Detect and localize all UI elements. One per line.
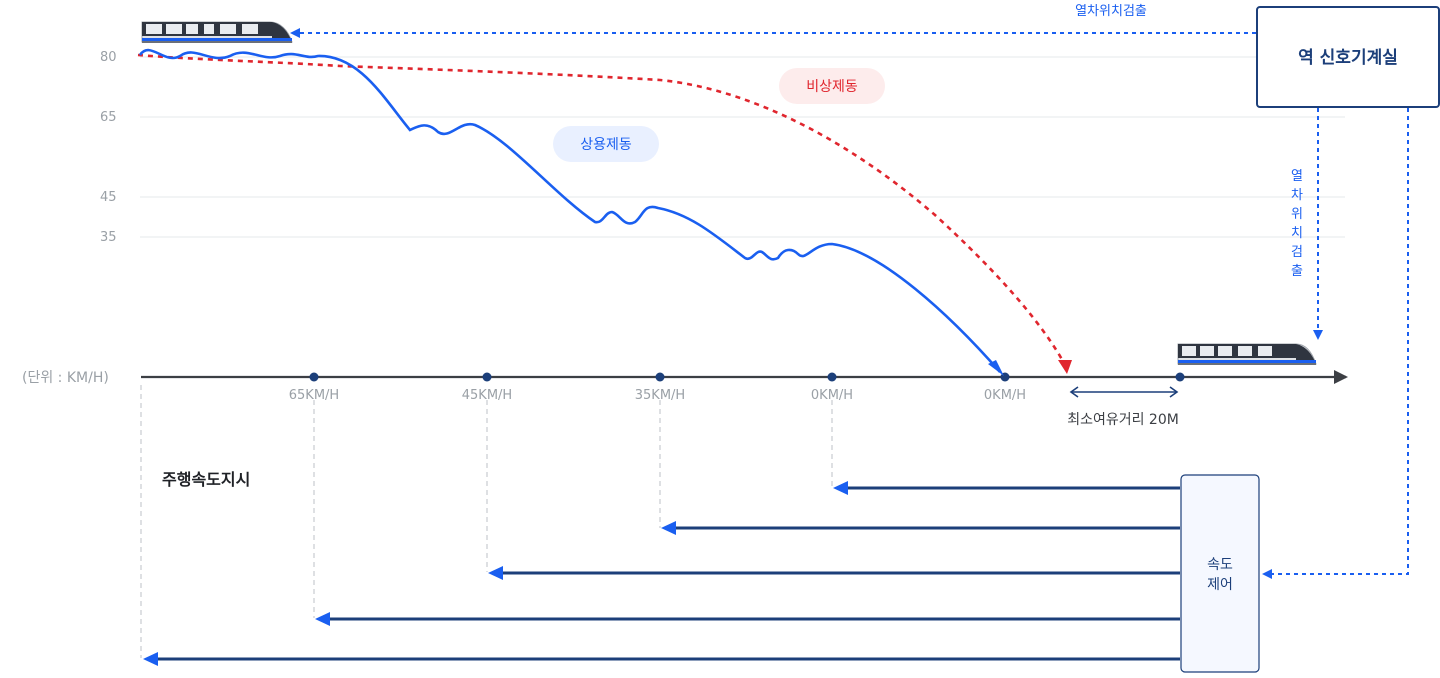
speed-command-arrows — [143, 481, 1180, 666]
station-to-control-line — [1272, 108, 1409, 575]
tick-label-65: 65KM/H — [289, 388, 339, 403]
station-room-box — [1256, 6, 1440, 108]
command-arrowhead-35 — [661, 521, 676, 535]
position-detect-top-label: 열차위치검출 — [1075, 4, 1147, 19]
min-margin-indicator — [1069, 386, 1179, 398]
position-detect-top-arrowhead — [290, 28, 300, 38]
speed-control-box — [1180, 474, 1260, 673]
commercial-brake-curve — [138, 48, 1001, 373]
command-arrowhead-45 — [488, 566, 503, 580]
y-label-45: 45 — [100, 190, 117, 205]
axis-marker-train — [1175, 372, 1185, 382]
command-arrowhead-0 — [833, 481, 848, 495]
emergency-brake-pill — [779, 68, 885, 104]
train-icon — [141, 21, 293, 43]
grid-lines — [140, 56, 1345, 238]
axis-marker-35 — [655, 372, 665, 382]
emergency-brake-arrowhead — [1058, 360, 1072, 374]
drop-lines — [140, 385, 833, 658]
axis-markers — [309, 372, 1185, 382]
train-icon — [1177, 343, 1317, 365]
y-label-80: 80 — [100, 50, 117, 65]
position-detect-vertical-arrowhead — [1313, 330, 1323, 340]
axis-marker-65 — [309, 372, 319, 382]
tick-label-45: 45KM/H — [462, 388, 512, 403]
y-label-65: 65 — [100, 110, 117, 125]
tick-label-0b: 0KM/H — [984, 388, 1026, 403]
tick-label-35: 35KM/H — [635, 388, 685, 403]
emergency-brake-curve — [137, 53, 1066, 364]
commercial-brake-pill — [553, 126, 659, 162]
y-label-35: 35 — [100, 230, 117, 245]
speed-control-label: 속도 제어 — [1207, 557, 1233, 593]
emergency-brake-label: 비상제동 — [806, 79, 858, 95]
min-margin-label: 최소여유거리 20M — [1067, 412, 1179, 428]
running-speed-label: 주행속도지시 — [162, 470, 250, 489]
station-to-control-arrowhead — [1262, 569, 1272, 579]
commercial-brake-arrowhead-fill — [988, 360, 1004, 376]
x-axis-arrowhead — [1334, 370, 1348, 384]
command-arrowhead-65 — [315, 612, 330, 626]
axis-marker-45 — [482, 372, 492, 382]
unit-label: (단위 : KM/H) — [22, 370, 109, 386]
tick-label-0a: 0KM/H — [811, 388, 853, 403]
axis-marker-0a — [827, 372, 837, 382]
commercial-brake-label: 상용제동 — [580, 137, 632, 153]
command-arrowhead-80 — [143, 652, 158, 666]
station-room-label: 역 신호기계실 — [1298, 48, 1398, 68]
